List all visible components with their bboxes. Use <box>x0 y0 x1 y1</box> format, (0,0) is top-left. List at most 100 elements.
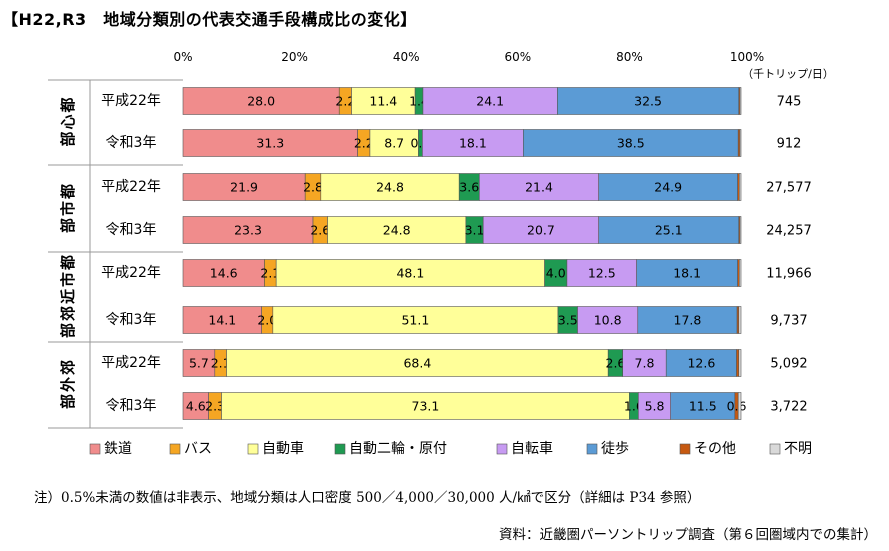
data-label: 73.1 <box>412 399 440 414</box>
group-label-char: 都 <box>59 255 77 271</box>
bar-segment <box>226 349 609 377</box>
bar-segment <box>665 349 737 377</box>
bar-segment <box>739 259 742 287</box>
data-label: 2.8 <box>303 180 323 195</box>
data-label: 31.3 <box>256 136 284 151</box>
unit-label: （千トリップ/日） <box>742 68 834 81</box>
data-label: 4.0 <box>546 266 566 281</box>
data-label: 0.6 <box>727 399 747 414</box>
data-label: 18.1 <box>459 136 487 151</box>
data-label: 2.2 <box>354 136 374 151</box>
row-label: 平成22年 <box>101 93 161 109</box>
row-total: 11,966 <box>766 267 812 282</box>
data-label: 2.6 <box>310 223 330 238</box>
bar-segment <box>566 259 637 287</box>
legend-swatch <box>679 443 691 455</box>
data-label: 12.5 <box>588 266 616 281</box>
group-label-char: 部 <box>59 131 77 146</box>
group-label-char: 部 <box>59 394 77 409</box>
row-label: 令和3年 <box>106 222 157 238</box>
data-label: 2.1 <box>211 356 231 371</box>
bar-segment <box>598 216 740 244</box>
data-label: 21.9 <box>230 180 258 195</box>
bar-segment <box>327 216 467 244</box>
x-tick-label: 100% <box>730 50 764 64</box>
group-label-char: 部 <box>59 323 77 338</box>
bar-segment <box>739 129 742 157</box>
data-label: 10.8 <box>594 313 622 328</box>
data-label: 18.1 <box>673 266 701 281</box>
row-label: 令和3年 <box>106 135 157 151</box>
row-label: 平成22年 <box>101 265 161 281</box>
legend-label: その他 <box>694 441 736 457</box>
group-label-char: 外 <box>59 377 77 393</box>
data-label: 24.8 <box>383 223 411 238</box>
data-label: 2.6 <box>606 356 626 371</box>
source-credit: 資料：近畿圏パーソントリップ調査（第６回圏域内での集計） <box>499 527 877 543</box>
data-label: 2.0 <box>257 313 277 328</box>
bar-segment <box>636 259 738 287</box>
data-label: 4.6 <box>186 399 206 414</box>
bar-segment <box>422 129 524 157</box>
row-total: 912 <box>777 137 802 152</box>
x-tick-label: 0% <box>173 50 192 64</box>
group-label-char: 市 <box>59 201 77 216</box>
bar-segment <box>739 216 742 244</box>
chart-title: 【H22,R3 地域分類別の代表交通手段構成比の変化】 <box>2 10 417 29</box>
group-label-char: 都 <box>59 97 77 113</box>
row-label: 令和3年 <box>106 398 157 414</box>
bar-segment <box>738 349 742 377</box>
row-label: 令和3年 <box>106 312 157 328</box>
bar-segment <box>275 259 545 287</box>
x-tick-label: 40% <box>393 50 420 64</box>
data-label: 24.9 <box>654 180 682 195</box>
data-label: 21.4 <box>525 180 553 195</box>
bar-segment <box>272 306 559 334</box>
bar-segment <box>736 349 740 377</box>
bar-segment <box>557 87 740 115</box>
data-label: 23.3 <box>234 223 262 238</box>
row-total: 9,737 <box>770 314 807 329</box>
bar-segment <box>182 216 314 244</box>
footnote: 注）0.5%未満の数値は非表示、地域分類は人口密度 500／4,000／30,0… <box>34 490 701 506</box>
data-label: 17.8 <box>674 313 702 328</box>
bar-segment <box>182 173 306 201</box>
data-label: 5.7 <box>189 356 209 371</box>
data-label: 11.4 <box>369 94 397 109</box>
group-label-char: 市 <box>59 272 77 287</box>
bar-segment <box>478 173 600 201</box>
legend-label: バス <box>184 441 212 457</box>
row-total: 5,092 <box>770 357 807 372</box>
legend-swatch <box>247 443 259 455</box>
bar-segment <box>422 87 558 115</box>
data-label: 28.0 <box>247 94 275 109</box>
bar-segment <box>482 216 600 244</box>
bar-segment <box>182 129 358 157</box>
bar-segment <box>182 349 216 377</box>
data-label: 20.7 <box>527 223 555 238</box>
bar-segment <box>738 306 742 334</box>
data-label: 5.8 <box>645 399 665 414</box>
data-label: 3.5 <box>558 313 578 328</box>
row-total: 3,722 <box>770 400 807 415</box>
row-total: 24,257 <box>766 224 812 239</box>
bar-segment <box>577 306 639 334</box>
legend-swatch <box>769 443 781 455</box>
group-label-char: 心 <box>59 114 77 129</box>
bar-segment <box>221 392 630 420</box>
group-label-char: 近 <box>59 289 77 304</box>
legend-label: 自動車 <box>262 440 304 457</box>
group-label-char: 郊 <box>59 360 77 375</box>
bar-segment <box>739 87 742 115</box>
data-label: 32.5 <box>634 94 662 109</box>
bar-segment <box>182 259 265 287</box>
bar-segment <box>737 392 742 420</box>
bar-segment <box>182 392 209 420</box>
data-label: 2.1 <box>260 266 280 281</box>
data-label: 38.5 <box>617 136 645 151</box>
data-label: 8.7 <box>384 136 404 151</box>
data-label: 48.1 <box>396 266 424 281</box>
legend-swatch <box>586 443 598 455</box>
data-label: 3.6 <box>459 180 479 195</box>
